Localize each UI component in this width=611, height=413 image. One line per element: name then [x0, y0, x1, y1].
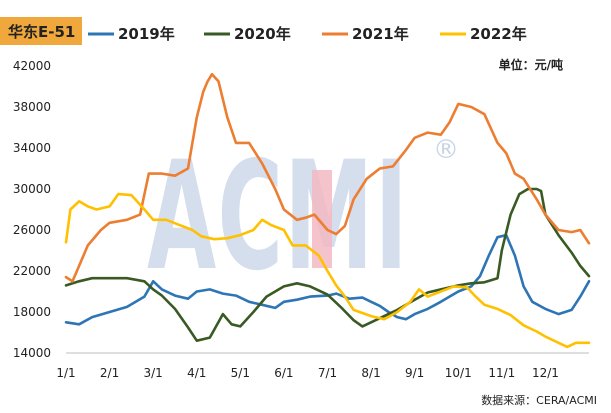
x-tick-label: 9/1	[405, 366, 424, 380]
x-tick-label: 3/1	[144, 366, 163, 380]
y-tick-label: 14000	[13, 346, 51, 360]
x-tick-label: 11/1	[488, 366, 515, 380]
source-label: 数据来源：CERA/ACMI	[481, 393, 597, 407]
legend-label-2: 2020年	[234, 25, 291, 43]
legend: 2019年 2020年 2021年 2022年	[88, 25, 527, 43]
x-tick-label: 7/1	[318, 366, 337, 380]
x-tick-label: 6/1	[274, 366, 293, 380]
y-tick-label: 34000	[13, 141, 51, 155]
x-tick-label: 12/1	[532, 366, 559, 380]
series-line-2	[64, 187, 591, 342]
watermark-accent	[312, 170, 332, 268]
series-line-3	[64, 72, 591, 283]
y-tick-label: 42000	[13, 59, 51, 73]
series-group	[64, 72, 591, 349]
x-tick-label: 8/1	[361, 366, 380, 380]
chart-title: 华东E-51	[8, 23, 75, 41]
y-tick-label: 38000	[13, 100, 51, 114]
y-tick-label: 26000	[13, 223, 51, 237]
series-line-1	[64, 233, 591, 326]
unit-label: 单位：元/吨	[499, 57, 563, 72]
x-tick-label: 2/1	[100, 366, 119, 380]
watermark: ACMI ®	[147, 130, 459, 304]
watermark-registered-mark: ®	[433, 135, 459, 165]
legend-label-4: 2022年	[470, 25, 527, 43]
x-tick-label: 10/1	[445, 366, 472, 380]
y-tick-label: 30000	[13, 182, 51, 196]
legend-label-1: 2019年	[118, 25, 175, 43]
series-line-4	[64, 192, 591, 349]
y-axis: 14000 18000 22000 26000 30000 34000 38000 42000	[13, 59, 51, 360]
x-tick-label: 4/1	[187, 366, 206, 380]
watermark-text: ACMI	[147, 130, 409, 304]
x-tick-label: 5/1	[231, 366, 250, 380]
x-axis: 1/1 2/1 3/1 4/1 5/1 6/1 7/1 8/1 9/1 10/1 11/1 12/1	[56, 352, 589, 380]
title-box	[0, 17, 82, 45]
x-tick-label: 1/1	[56, 366, 75, 380]
legend-label-3: 2021年	[352, 25, 409, 43]
y-tick-label: 22000	[13, 264, 51, 278]
y-tick-label: 18000	[13, 305, 51, 319]
